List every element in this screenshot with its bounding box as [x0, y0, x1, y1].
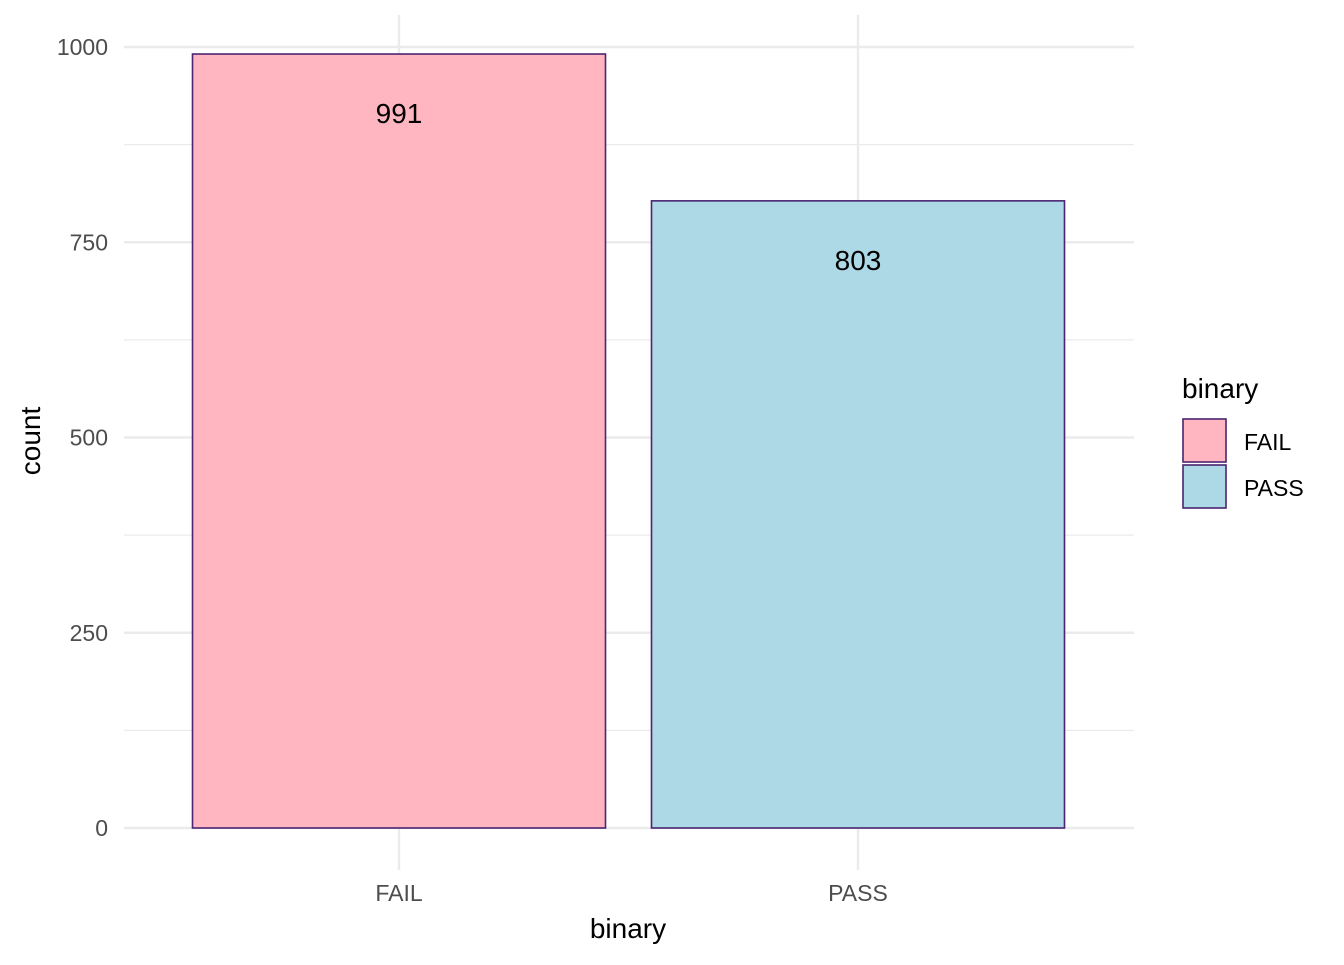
y-axis-title: count	[15, 407, 46, 476]
x-axis-ticks: FAIL PASS	[375, 880, 887, 906]
legend-key-pass	[1182, 464, 1227, 509]
y-tick-label: 750	[70, 229, 108, 255]
bars	[191, 53, 1066, 829]
legend: binary FAIL PASS	[1182, 373, 1304, 509]
y-axis-ticks: 0 250 500 750 1000	[57, 34, 108, 841]
x-tick-label: PASS	[828, 880, 888, 906]
data-labels: 991 803	[376, 98, 882, 276]
bar-pass	[650, 200, 1066, 829]
y-tick-label: 250	[70, 620, 108, 646]
x-tick-label: FAIL	[375, 880, 423, 906]
legend-label-fail: FAIL	[1244, 429, 1292, 455]
legend-label-pass: PASS	[1244, 475, 1304, 501]
legend-items: FAIL PASS	[1182, 418, 1304, 509]
y-tick-label: 1000	[57, 34, 108, 60]
legend-title: binary	[1182, 373, 1258, 404]
x-axis-title: binary	[590, 913, 666, 944]
data-label-pass: 803	[835, 245, 882, 276]
y-tick-label: 0	[95, 815, 108, 841]
data-label-fail: 991	[376, 98, 423, 129]
bar-fail	[191, 53, 607, 829]
legend-key-fail	[1182, 418, 1227, 463]
y-tick-label: 500	[70, 425, 108, 451]
